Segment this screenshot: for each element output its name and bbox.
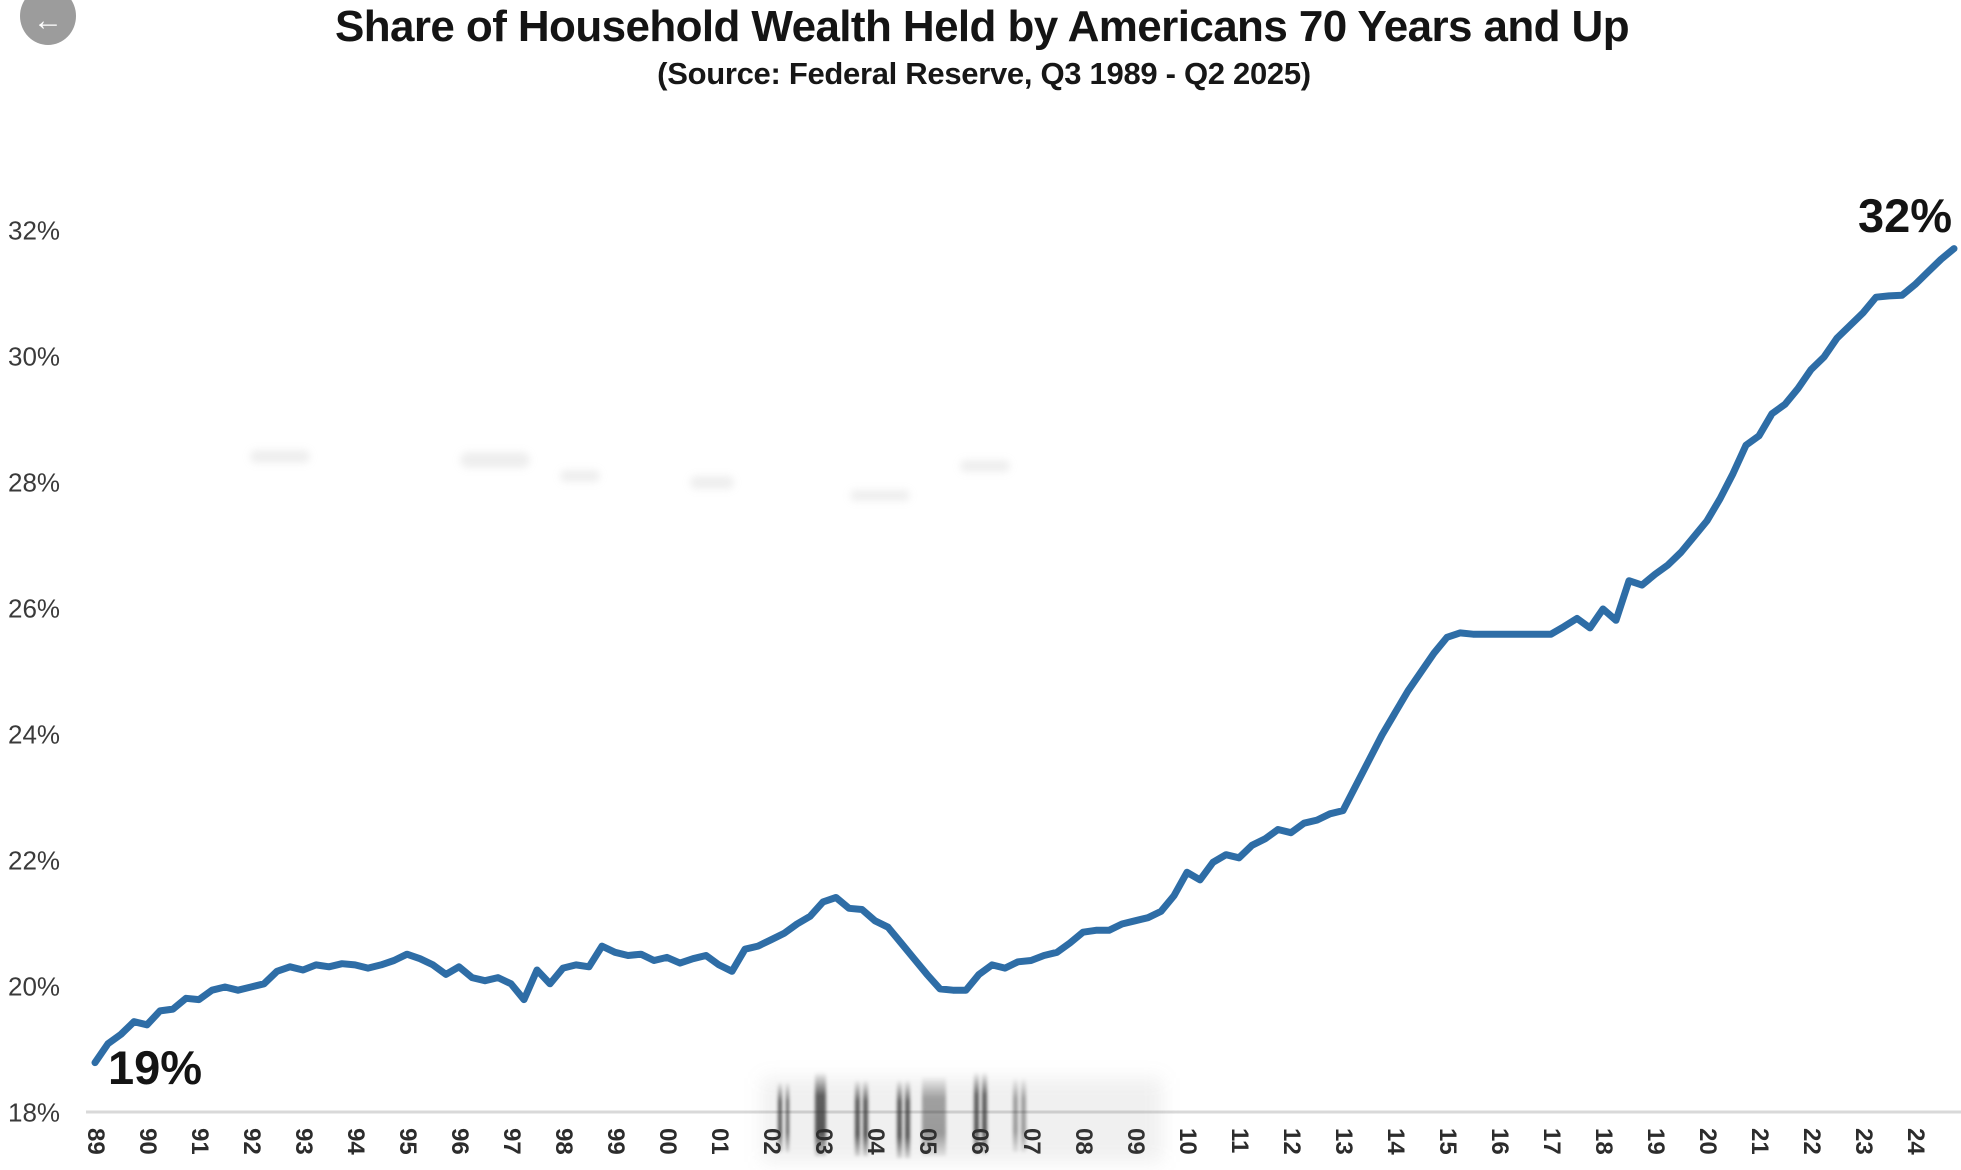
x-tick-label: 94	[342, 1128, 369, 1155]
x-tick-label: 93	[290, 1128, 317, 1155]
x-tick-label: 15	[1434, 1128, 1461, 1155]
x-tick-label: 11	[1226, 1128, 1253, 1154]
watermark-artifact	[863, 1080, 868, 1156]
y-tick-label: 28%	[8, 467, 61, 498]
x-tick-label: 23	[1850, 1128, 1877, 1155]
y-tick-label: 18%	[8, 1097, 61, 1128]
x-tick-label: 13	[1330, 1128, 1357, 1155]
chart-title: Share of Household Wealth Held by Americ…	[335, 2, 1630, 51]
watermark-artifact	[850, 490, 910, 501]
watermark-artifact	[897, 1080, 902, 1158]
wealth-share-line	[91, 245, 1958, 1067]
x-tick-label: 00	[654, 1128, 681, 1155]
watermark-artifact	[815, 1072, 826, 1156]
x-tick-label: 96	[446, 1128, 473, 1155]
watermark-artifact	[762, 1078, 1162, 1162]
x-tick-label: 19	[1642, 1128, 1669, 1155]
watermark-artifact	[982, 1072, 987, 1154]
x-tick-label: 16	[1486, 1128, 1513, 1155]
x-tick-label: 97	[498, 1128, 525, 1155]
arrow-left-icon: ←	[33, 4, 63, 37]
watermark-artifact	[1013, 1078, 1018, 1152]
x-tick-label: 01	[706, 1128, 733, 1155]
x-tick-label: 22	[1798, 1128, 1825, 1155]
y-tick-label: 24%	[8, 719, 61, 750]
x-tick-label: 21	[1746, 1128, 1773, 1155]
watermark-artifact	[460, 452, 530, 468]
watermark-artifact	[1021, 1078, 1026, 1152]
y-tick-label: 26%	[8, 593, 61, 624]
data-label-start: 19%	[108, 1041, 203, 1094]
watermark-artifact	[905, 1080, 910, 1158]
x-tick-label: 17	[1538, 1128, 1565, 1155]
x-tick-label: 99	[602, 1128, 629, 1155]
x-tick-label: 12	[1278, 1128, 1305, 1155]
y-tick-label: 20%	[8, 971, 61, 1002]
x-tick-label: 18	[1590, 1128, 1617, 1155]
watermark-artifact	[786, 1082, 789, 1152]
y-tick-label: 30%	[8, 341, 61, 372]
watermark-artifact	[974, 1072, 979, 1154]
back-button[interactable]: ←	[20, 0, 76, 45]
y-tick-label: 32%	[8, 215, 61, 246]
x-tick-label: 91	[186, 1128, 213, 1155]
watermark-artifact	[250, 450, 310, 463]
watermark-artifact	[690, 476, 734, 489]
x-tick-label: 14	[1382, 1128, 1409, 1155]
data-label-end: 32%	[1858, 189, 1953, 242]
x-tick-label: 24	[1902, 1128, 1929, 1155]
watermark-artifact	[855, 1080, 860, 1156]
x-tick-label: 92	[238, 1128, 265, 1155]
y-tick-label: 22%	[8, 845, 61, 876]
watermark-artifact	[560, 470, 600, 482]
x-tick-label: 10	[1174, 1128, 1201, 1155]
x-tick-label: 20	[1694, 1128, 1721, 1155]
watermark-artifact	[922, 1076, 946, 1156]
chart-subtitle: (Source: Federal Reserve, Q3 1989 - Q2 2…	[657, 56, 1311, 91]
x-tick-label: 89	[82, 1128, 109, 1155]
x-tick-label: 90	[134, 1128, 161, 1155]
watermark-artifact	[778, 1082, 782, 1152]
watermark-artifact	[960, 460, 1010, 472]
x-tick-label: 98	[550, 1128, 577, 1155]
x-tick-label: 95	[394, 1128, 421, 1155]
